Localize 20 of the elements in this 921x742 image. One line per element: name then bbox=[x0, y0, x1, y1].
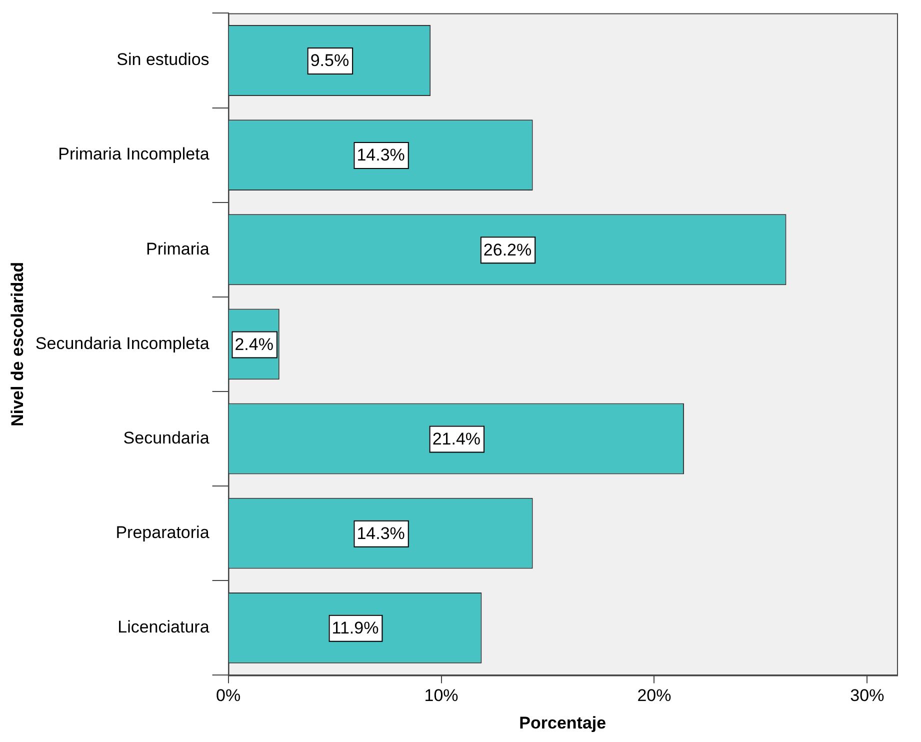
data-label: 21.4% bbox=[432, 429, 481, 448]
data-label: 14.3% bbox=[356, 146, 405, 165]
x-tick-label: 10% bbox=[424, 686, 458, 706]
y-tick-label: Preparatoria bbox=[116, 523, 210, 542]
data-label: 14.3% bbox=[356, 524, 405, 544]
y-tick-label: Primaria Incompleta bbox=[58, 144, 210, 164]
x-tick-label: 20% bbox=[637, 686, 672, 706]
y-tick-label: Licenciatura bbox=[118, 618, 210, 637]
data-label: 11.9% bbox=[332, 618, 379, 638]
y-tick-label: Sin estudios bbox=[116, 50, 210, 70]
y-tick-label: Secundaria bbox=[123, 428, 210, 448]
x-tick-label: 0% bbox=[216, 686, 241, 706]
data-label: 9.5% bbox=[310, 51, 350, 70]
data-label: 26.2% bbox=[483, 240, 532, 260]
y-tick-label: Secundaria Incompleta bbox=[35, 334, 210, 353]
x-axis-title: Porcentaje bbox=[519, 713, 606, 732]
y-axis-title: Nivel de escolaridad bbox=[8, 262, 27, 426]
y-tick-label: Primaria bbox=[146, 239, 210, 258]
data-label: 2.4% bbox=[234, 334, 274, 354]
x-tick-label: 30% bbox=[850, 686, 884, 706]
